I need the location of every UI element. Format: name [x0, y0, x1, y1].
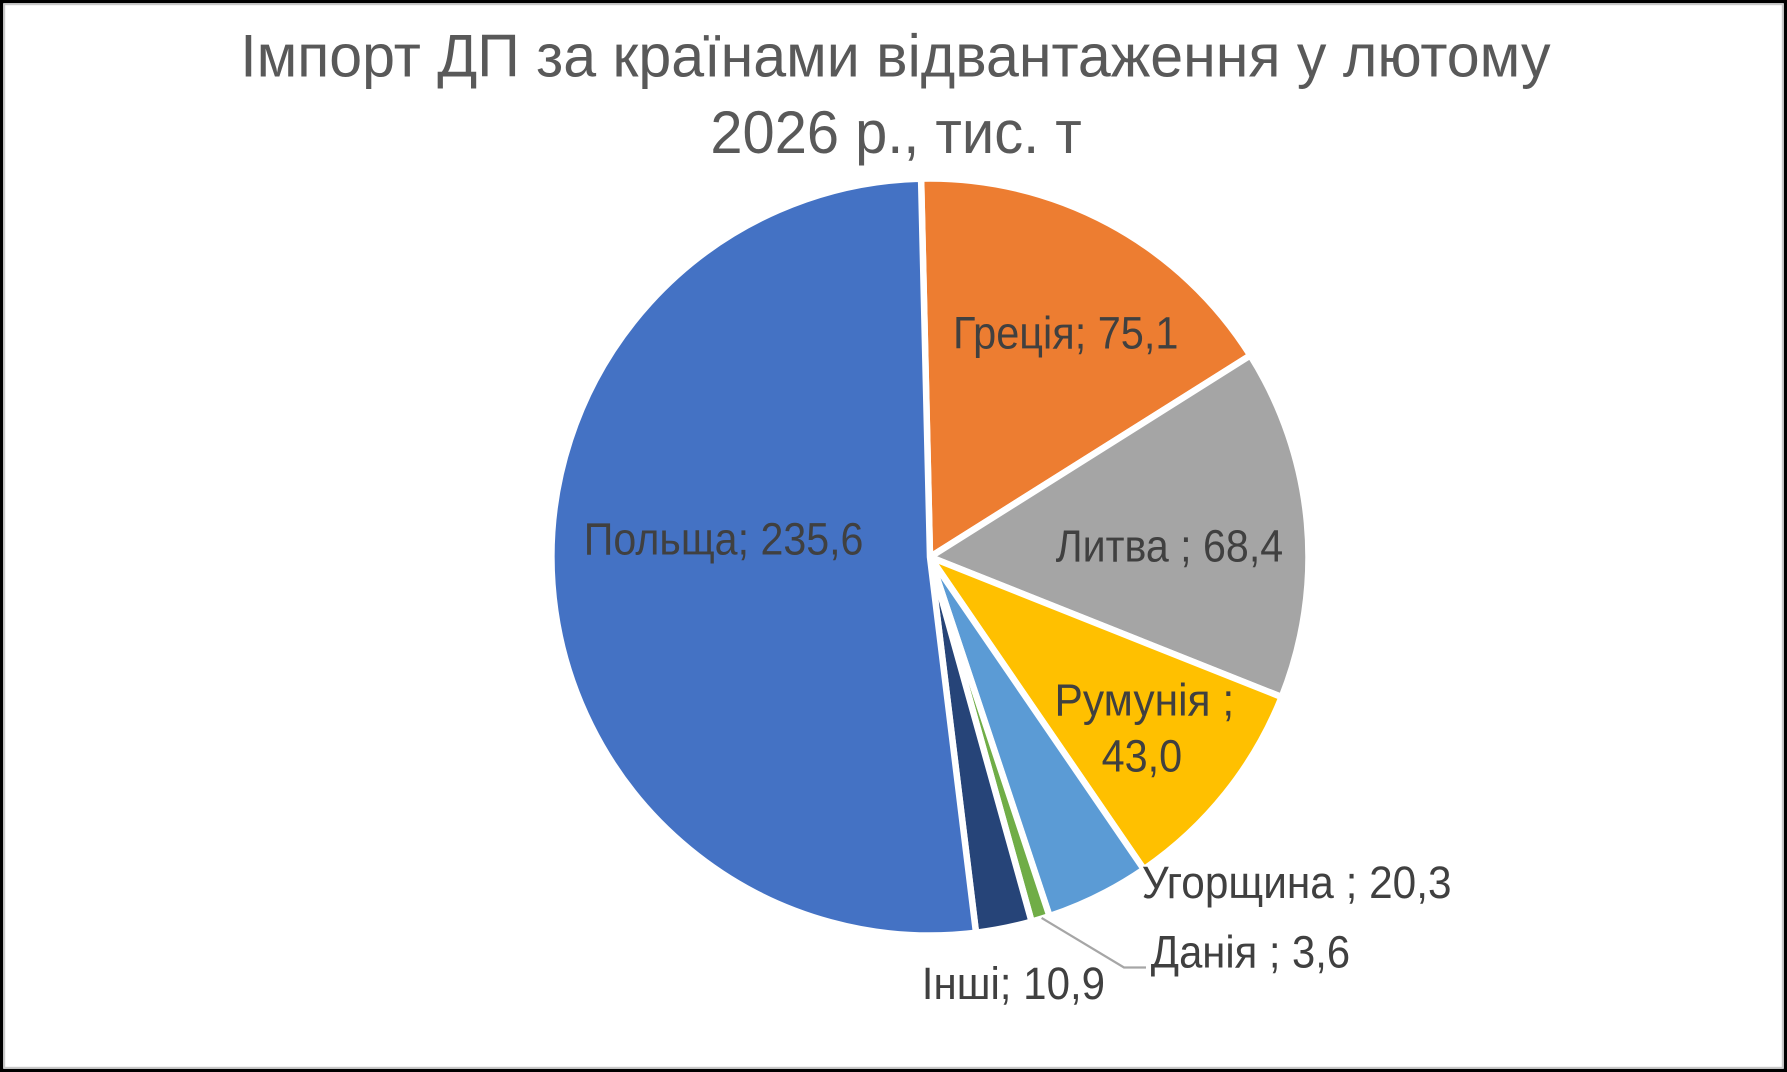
svg-text:Литва ; 68,4: Литва ; 68,4 [1056, 522, 1284, 572]
svg-text:Греція; 75,1: Греція; 75,1 [953, 309, 1178, 359]
svg-text:Угорщина ; 20,3: Угорщина ; 20,3 [1142, 858, 1452, 908]
svg-text:Імпорт ДП за країнами відванта: Імпорт ДП за країнами відвантаження у лю… [240, 22, 1551, 89]
svg-text:2026 р., тис. т: 2026 р., тис. т [710, 100, 1081, 166]
svg-text:Польща; 235,6: Польща; 235,6 [584, 515, 864, 565]
svg-text:43,0: 43,0 [1102, 732, 1183, 782]
svg-text:Данія ; 3,6: Данія ; 3,6 [1151, 928, 1350, 978]
svg-text:Інші; 10,9: Інші; 10,9 [922, 960, 1105, 1010]
svg-text:Румунія ;: Румунія ; [1055, 675, 1235, 725]
